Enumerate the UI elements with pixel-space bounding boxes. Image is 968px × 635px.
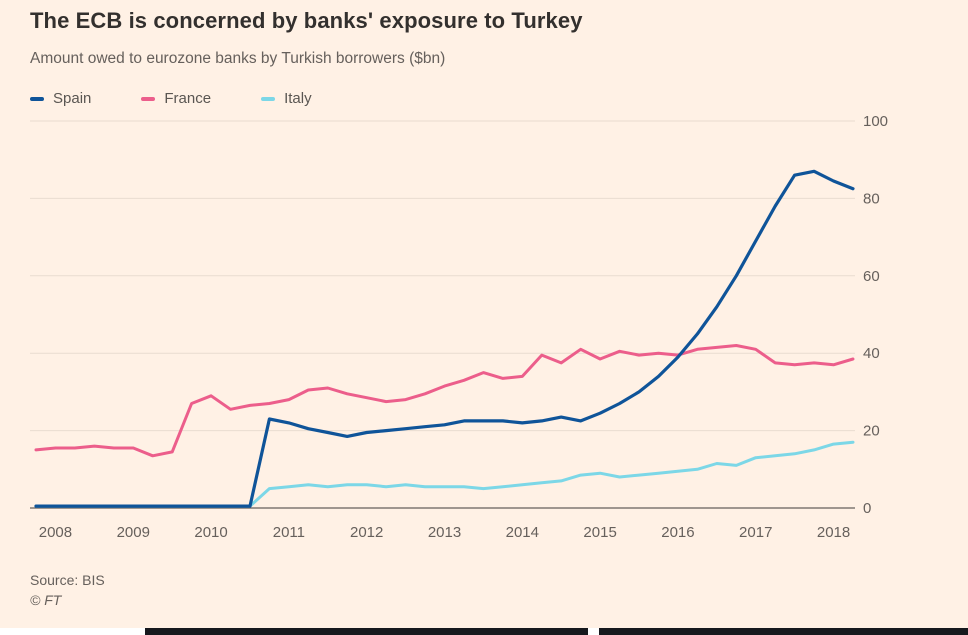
x-tick-label: 2017: [739, 524, 772, 541]
x-tick-label: 2015: [583, 524, 616, 541]
series-line-spain: [34, 169, 855, 508]
x-tick-label: 2018: [817, 524, 850, 541]
y-tick-label: 40: [863, 345, 880, 362]
legend-label: Spain: [53, 90, 92, 107]
legend-swatch-spain: [30, 96, 44, 101]
x-tick-label: 2010: [194, 524, 227, 541]
chart-title: The ECB is concerned by banks' exposure …: [30, 8, 583, 33]
legend-item-italy: Italy: [261, 90, 312, 107]
x-tick-label: 2011: [273, 524, 305, 541]
x-tick-label: 2013: [428, 524, 461, 541]
legend-label: Italy: [284, 90, 312, 107]
y-tick-label: 100: [863, 113, 888, 130]
legend-item-france: France: [141, 90, 211, 107]
y-tick-label: 20: [863, 423, 880, 440]
legend-item-spain: Spain: [30, 90, 91, 107]
legend-label: France: [164, 90, 212, 107]
legend-swatch-italy: [261, 96, 276, 101]
bottom-strip-segment: [145, 628, 588, 635]
ft-credit: © FT: [30, 592, 62, 608]
legend-swatch-france: [141, 96, 156, 101]
x-tick-label: 2014: [506, 524, 539, 541]
x-tick-label: 2009: [117, 524, 150, 541]
series-line-italy: [34, 440, 855, 508]
y-tick-label: 60: [863, 268, 880, 285]
source-note: Source: BIS: [30, 572, 105, 588]
chart-subtitle: Amount owed to eurozone banks by Turkish…: [30, 50, 446, 67]
series-line-france: [34, 344, 855, 458]
legend: Spain France Italy: [30, 90, 312, 107]
x-tick-label: 2008: [39, 524, 72, 541]
y-tick-label: 0: [863, 500, 871, 517]
x-tick-label: 2016: [661, 524, 694, 541]
x-tick-label: 2012: [350, 524, 383, 541]
bottom-strip-segment: [599, 628, 968, 635]
page-bottom-strip: [0, 628, 968, 635]
y-tick-label: 80: [863, 190, 880, 207]
